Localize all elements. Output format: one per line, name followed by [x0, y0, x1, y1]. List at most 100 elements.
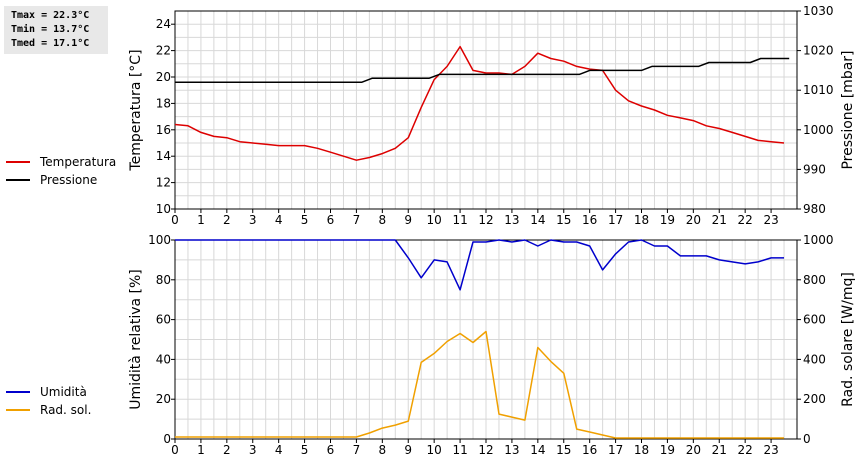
y-right-tick-label: 1000	[803, 233, 834, 247]
y-left-tick-label: 80	[156, 273, 171, 287]
tmax-label: Tmax = 22.3°C	[11, 10, 90, 21]
x-tick-label: 8	[379, 213, 387, 227]
x-tick-label: 21	[712, 443, 727, 457]
x-tick-label: 4	[275, 443, 283, 457]
x-tick-label: 20	[686, 443, 701, 457]
x-tick-label: 14	[530, 213, 545, 227]
y-left-axis-title: Temperatura [°C]	[128, 49, 144, 171]
legend-item-temperatura: Temperatura	[6, 155, 116, 169]
x-tick-label: 16	[582, 213, 597, 227]
y-left-tick-label: 100	[148, 233, 171, 247]
x-tick-label: 16	[582, 443, 597, 457]
x-tick-label: 22	[738, 213, 753, 227]
series-line-pressione	[175, 57, 790, 84]
x-tick-label: 10	[427, 443, 442, 457]
x-tick-label: 6	[327, 443, 335, 457]
x-tick-label: 17	[608, 443, 623, 457]
y-left-tick-label: 16	[156, 123, 171, 137]
x-tick-label: 1	[197, 443, 205, 457]
legend-item-umidita: Umidità	[6, 385, 87, 399]
x-tick-label: 15	[556, 443, 571, 457]
y-left-tick-label: 20	[156, 70, 171, 84]
y-right-tick-label: 400	[803, 352, 826, 366]
y-left-tick-label: 40	[156, 352, 171, 366]
legend-label-temperatura: Temperatura	[40, 155, 117, 169]
x-tick-label: 5	[301, 213, 309, 227]
x-tick-label: 12	[478, 213, 493, 227]
tmin-label: Tmin = 13.7°C	[11, 24, 90, 35]
legend-label-radsol: Rad. sol.	[40, 403, 92, 417]
y-right-tick-label: 800	[803, 273, 826, 287]
y-left-tick-label: 10	[156, 202, 171, 216]
x-tick-label: 13	[504, 213, 519, 227]
y-right-axis-title: Rad. solare [W/mq]	[840, 272, 856, 407]
y-right-tick-label: 980	[803, 202, 826, 216]
x-tick-label: 7	[353, 213, 361, 227]
x-tick-label: 9	[404, 443, 412, 457]
x-tick-label: 10	[427, 213, 442, 227]
x-tick-label: 23	[763, 443, 778, 457]
x-tick-label: 12	[478, 443, 493, 457]
x-tick-label: 21	[712, 213, 727, 227]
legend-line-umidita	[6, 391, 30, 393]
y-right-tick-label: 990	[803, 162, 826, 176]
series-line-rad-sol-	[175, 330, 784, 439]
x-tick-label: 11	[452, 213, 467, 227]
x-tick-label: 6	[327, 213, 335, 227]
x-tick-label: 0	[171, 443, 179, 457]
y-right-tick-label: 600	[803, 313, 826, 327]
x-tick-label: 9	[404, 213, 412, 227]
tmed-label: Tmed = 17.1°C	[11, 38, 90, 49]
legend-line-temperatura	[6, 161, 30, 163]
y-left-tick-label: 24	[156, 17, 171, 31]
y-right-axis-title: Pressione [mbar]	[840, 50, 856, 169]
y-left-tick-label: 18	[156, 96, 171, 110]
x-tick-label: 2	[223, 443, 231, 457]
x-tick-label: 4	[275, 213, 283, 227]
y-right-tick-label: 1030	[803, 4, 834, 18]
legend-label-umidita: Umidità	[40, 385, 87, 399]
y-right-tick-label: 1010	[803, 83, 834, 97]
y-right-tick-label: 200	[803, 392, 826, 406]
legend-item-pressione: Pressione	[6, 173, 97, 187]
y-left-tick-label: 14	[156, 149, 171, 163]
x-tick-label: 22	[738, 443, 753, 457]
x-tick-label: 18	[634, 213, 649, 227]
x-tick-label: 0	[171, 213, 179, 227]
x-tick-label: 3	[249, 213, 257, 227]
y-left-tick-label: 0	[163, 432, 171, 446]
series-line-umidit-	[175, 239, 784, 291]
legend-line-radsol	[6, 409, 30, 411]
x-tick-label: 14	[530, 443, 545, 457]
x-tick-label: 2	[223, 213, 231, 227]
chart-panel-1: 0 1 2 3 4 5 6 7 8 9 10 11 12 13 14 15 16 17 18 19 20 21 22 2302…	[128, 233, 856, 457]
y-right-tick-label: 1000	[803, 123, 834, 137]
x-tick-label: 23	[763, 213, 778, 227]
x-tick-label: 20	[686, 213, 701, 227]
y-left-tick-label: 60	[156, 313, 171, 327]
x-tick-label: 19	[660, 213, 675, 227]
y-right-tick-label: 1020	[803, 44, 834, 58]
x-tick-label: 19	[660, 443, 675, 457]
legend-item-radsol: Rad. sol.	[6, 403, 91, 417]
legend-line-pressione	[6, 179, 30, 181]
x-tick-label: 18	[634, 443, 649, 457]
y-left-tick-label: 20	[156, 392, 171, 406]
y-left-axis-title: Umidità relativa [%]	[128, 269, 144, 410]
x-tick-label: 5	[301, 443, 309, 457]
y-right-tick-label: 0	[803, 432, 811, 446]
y-left-tick-label: 22	[156, 44, 171, 58]
x-tick-label: 1	[197, 213, 205, 227]
x-tick-label: 13	[504, 443, 519, 457]
y-left-tick-label: 12	[156, 176, 171, 190]
x-tick-label: 7	[353, 443, 361, 457]
chart-panel-0: 0 1 2 3 4 5 6 7 8 9 10 11 12 13 14 15 16 17 18 19 20 21 22 2310…	[128, 4, 856, 227]
x-tick-label: 3	[249, 443, 257, 457]
x-tick-label: 11	[452, 443, 467, 457]
series-line-temperatura	[174, 45, 785, 161]
stats-box: Tmax = 22.3°C Tmin = 13.7°C Tmed = 17.1°…	[4, 6, 108, 54]
x-tick-label: 8	[379, 443, 387, 457]
x-tick-label: 15	[556, 213, 571, 227]
legend-label-pressione: Pressione	[40, 173, 98, 187]
